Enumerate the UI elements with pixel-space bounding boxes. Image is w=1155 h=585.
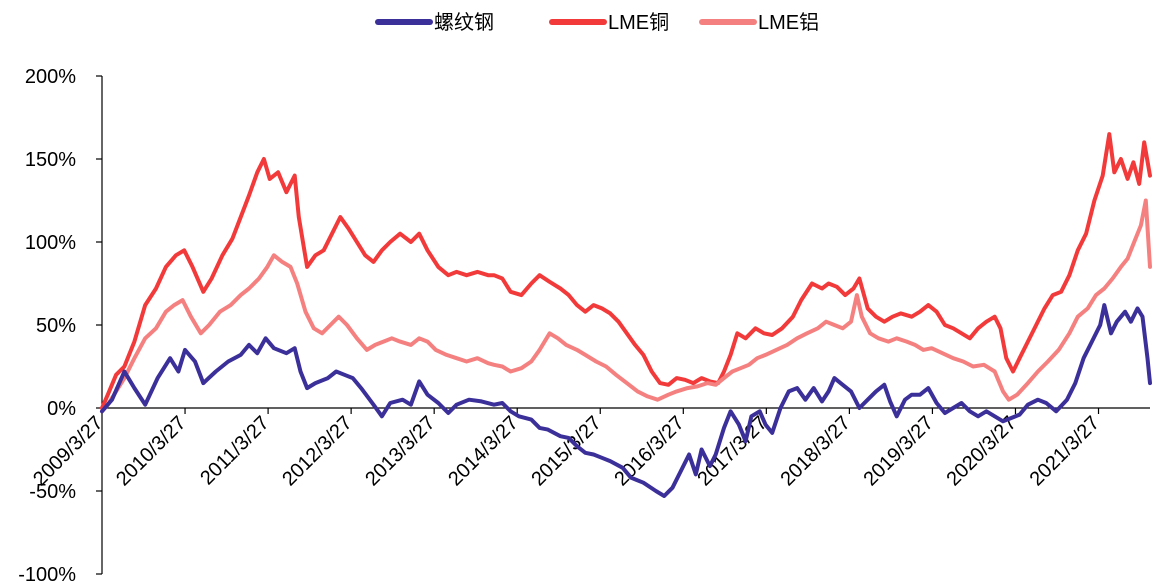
x-tick-label: 2019/3/27 <box>859 412 937 490</box>
x-tick-label: 2021/3/27 <box>1026 412 1104 490</box>
series-line-2 <box>100 198 1152 414</box>
x-tick-label: 2013/3/27 <box>361 412 439 490</box>
y-tick-label: 150% <box>25 149 76 171</box>
series-line-0 <box>100 303 1152 498</box>
plot-area <box>100 132 1152 498</box>
y-tick-label: 100% <box>25 232 76 254</box>
legend-label: LME铜 <box>608 11 669 34</box>
x-axis: 2009/3/27 2010/3/27 2011/3/27 2012/3/27 2013… <box>29 407 1150 490</box>
legend-label: 螺纹钢 <box>434 11 494 34</box>
legend-label: LME铝 <box>758 11 819 34</box>
y-tick-label: 0% <box>47 398 76 420</box>
x-tick-label: 2011/3/27 <box>196 412 273 489</box>
y-axis: 200% 150% 100% 50% 0% -50% -100% <box>18 66 103 585</box>
x-tick-label: 2015/3/27 <box>527 412 605 490</box>
x-tick-label: 2020/3/27 <box>943 412 1021 490</box>
x-tick-label: 2014/3/27 <box>444 412 522 490</box>
series-line-1 <box>100 132 1152 410</box>
x-tick-label: 2012/3/27 <box>278 412 356 490</box>
x-tick-label: 2018/3/27 <box>776 412 854 490</box>
x-tick-label: 2009/3/27 <box>29 412 107 490</box>
y-tick-label: 200% <box>25 66 76 88</box>
x-tick-label: 2017/3/27 <box>693 412 771 490</box>
y-tick-label: -50% <box>29 481 76 503</box>
chart-legend: 螺纹钢 LME铜 LME铝 <box>375 11 819 34</box>
y-tick-label: -100% <box>18 564 76 585</box>
y-tick-label: 50% <box>36 315 76 337</box>
x-tick-label: 2010/3/27 <box>112 412 190 490</box>
